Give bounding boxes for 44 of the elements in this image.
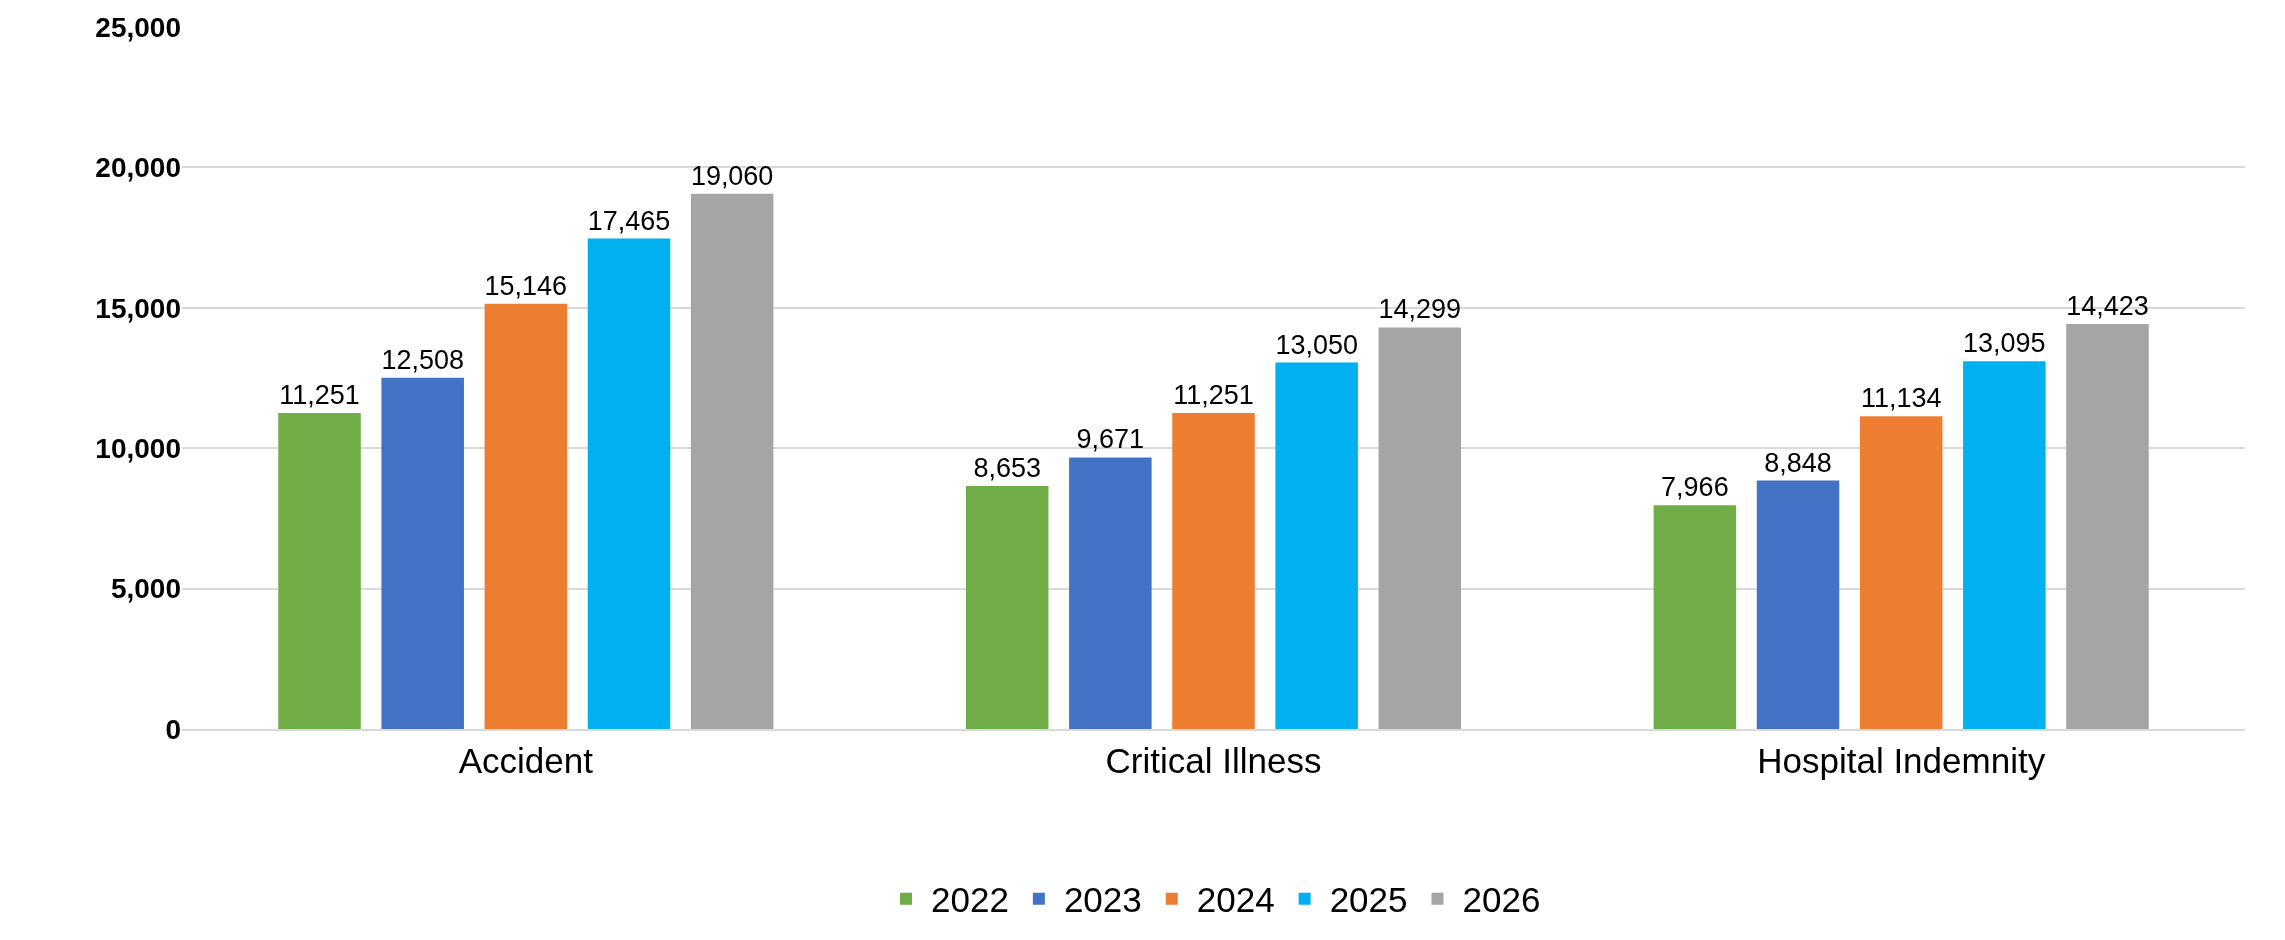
y-tick-label: 20,000 xyxy=(95,152,181,184)
legend-label: 2023 xyxy=(1063,880,1142,920)
bar xyxy=(2066,324,2149,729)
y-tick-label: 5,000 xyxy=(110,573,181,605)
legend-label: 2026 xyxy=(1462,880,1541,920)
data-label: 8,848 xyxy=(1764,447,1832,478)
legend-label: 2022 xyxy=(931,880,1009,920)
legend-label: 2024 xyxy=(1196,880,1275,920)
bar xyxy=(1069,457,1152,729)
y-tick-label: 10,000 xyxy=(95,433,181,464)
data-label: 17,465 xyxy=(587,205,671,236)
data-label: 8,653 xyxy=(973,453,1041,484)
data-label: 12,508 xyxy=(381,344,464,375)
bar xyxy=(381,377,464,729)
data-label: 13,050 xyxy=(1275,329,1358,360)
data-label: 14,423 xyxy=(2066,291,2149,322)
y-tick-label: 0 xyxy=(165,713,181,745)
bar xyxy=(1859,416,1943,729)
bar xyxy=(965,486,1049,729)
bar xyxy=(587,238,671,729)
data-label: 7,966 xyxy=(1661,472,1729,503)
y-tick-label: 15,000 xyxy=(95,292,181,324)
bar xyxy=(1756,480,1840,729)
data-label: 14,299 xyxy=(1378,294,1462,325)
data-label: 11,134 xyxy=(1860,383,1942,414)
data-label: 9,671 xyxy=(1076,424,1145,455)
data-label: 11,251 xyxy=(1173,380,1254,411)
bar xyxy=(484,303,568,729)
x-tick-label: Critical Illness xyxy=(1105,741,1322,780)
bar xyxy=(1172,413,1255,729)
bar xyxy=(1275,362,1358,729)
bar xyxy=(1378,327,1462,729)
bar xyxy=(278,413,361,729)
data-label: 15,146 xyxy=(484,270,568,301)
data-label: 13,095 xyxy=(1963,328,2046,359)
x-tick-label: Hospital Indemnity xyxy=(1757,741,2046,780)
data-label: 19,060 xyxy=(690,160,774,191)
legend-label: 2025 xyxy=(1329,880,1408,920)
x-tick-label: Accident xyxy=(458,741,594,780)
y-tick-label: 25,000 xyxy=(95,11,181,43)
data-label: 11,251 xyxy=(279,380,360,411)
bar xyxy=(690,193,774,729)
bar xyxy=(1653,505,1737,729)
bar xyxy=(1963,361,2046,729)
